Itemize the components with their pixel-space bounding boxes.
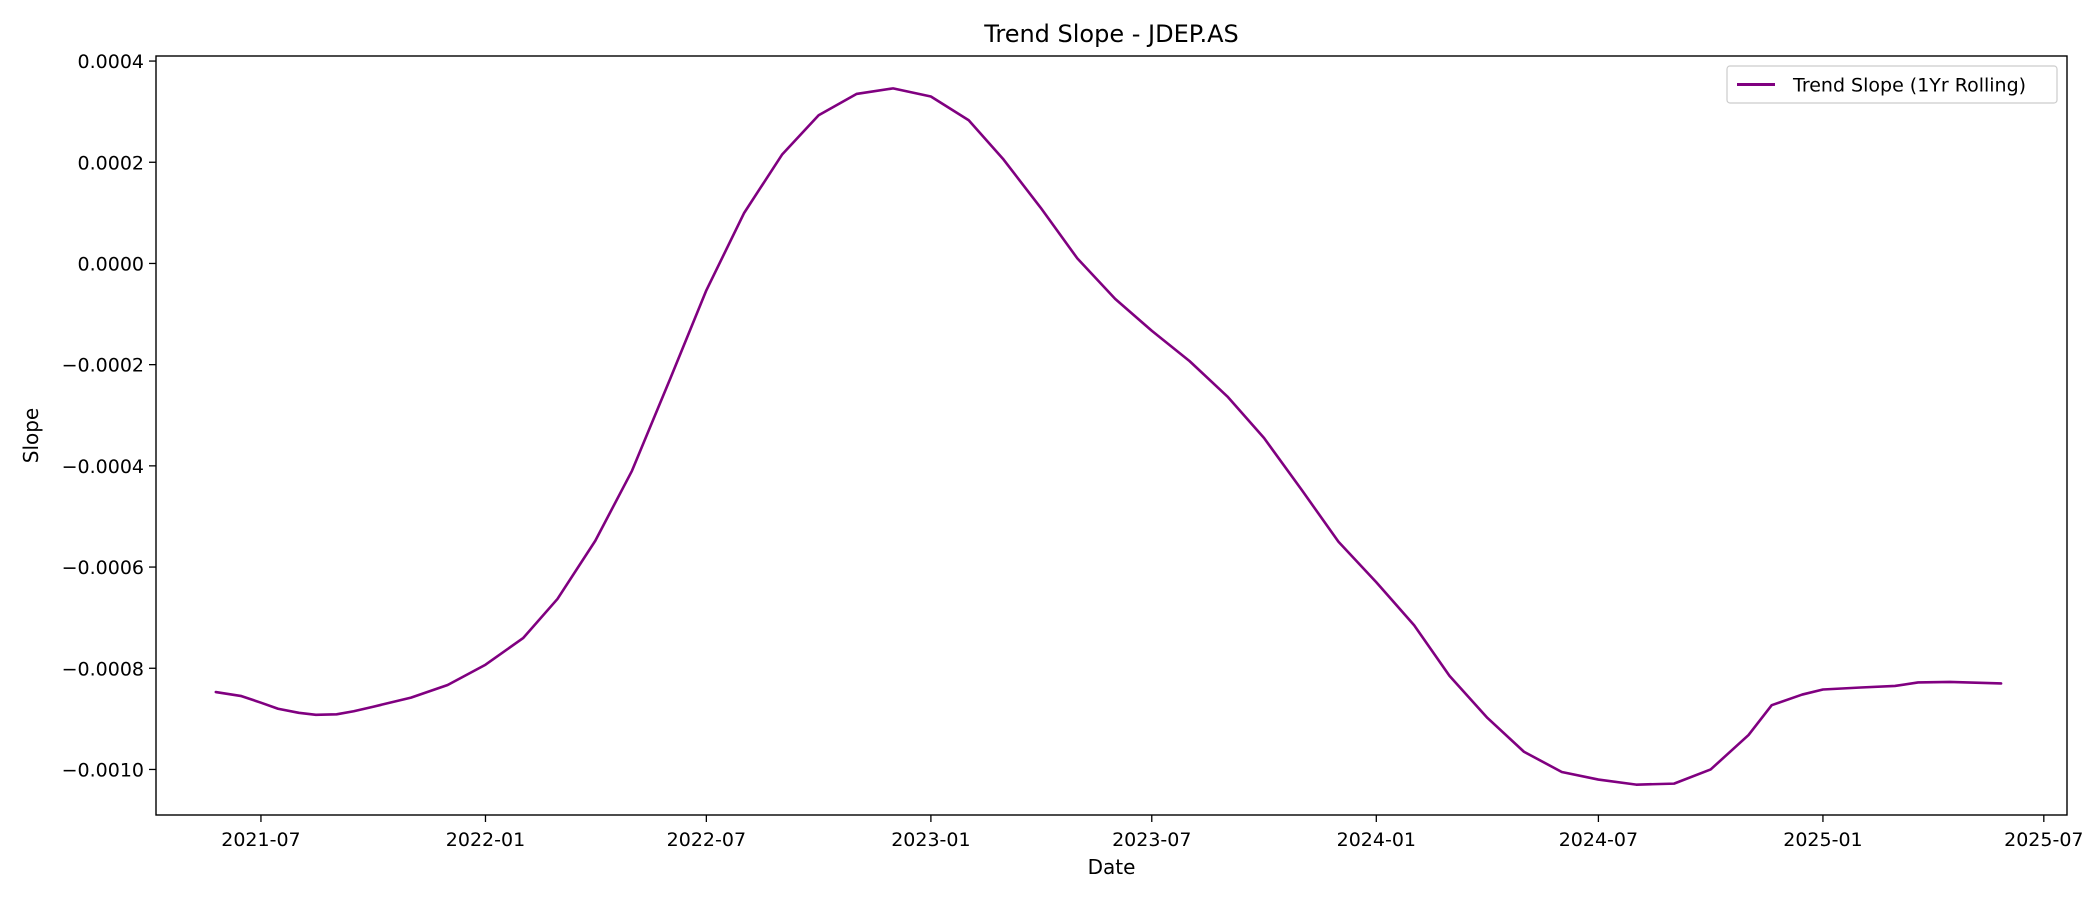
- plot-frame: [155, 55, 2068, 816]
- y-tick-label: −0.0004: [62, 456, 144, 478]
- x-axis-ticks: 2021-07 2022-01 2022-07 2023-01 2023-07 2024-…: [221, 815, 2084, 851]
- legend: Trend Slope (1Yr Rolling): [1726, 65, 2058, 104]
- y-tick-label: −0.0002: [62, 355, 144, 377]
- y-tick-label: −0.0008: [62, 658, 144, 680]
- x-tick-label: 2023-01: [891, 829, 970, 851]
- y-tick-label: 0.0002: [78, 152, 144, 174]
- x-tick-label: 2022-01: [446, 829, 525, 851]
- x-tick-label: 2023-07: [1112, 829, 1191, 851]
- x-tick-label: 2022-07: [667, 829, 746, 851]
- y-tick-label: −0.0010: [62, 759, 144, 781]
- x-tick-label: 2024-01: [1337, 829, 1416, 851]
- x-tick-label: 2025-01: [1783, 829, 1862, 851]
- chart-title: Trend Slope - JDEP.AS: [983, 20, 1239, 48]
- legend-label: Trend Slope (1Yr Rolling): [1792, 75, 2026, 97]
- trend-slope-line: [214, 87, 2003, 786]
- y-tick-label: 0.0004: [78, 51, 144, 73]
- x-axis-label: Date: [1088, 855, 1136, 879]
- x-tick-label: 2024-07: [1559, 829, 1638, 851]
- y-tick-label: −0.0006: [62, 557, 144, 579]
- y-axis-label: Slope: [19, 408, 43, 464]
- legend-box: [1726, 65, 2058, 104]
- y-axis-ticks: −0.0010 −0.0008 −0.0006 −0.0004 −0.0002 0.000…: [62, 51, 156, 781]
- y-tick-label: 0.0000: [78, 253, 144, 275]
- x-tick-label: 2025-07: [2004, 829, 2083, 851]
- x-tick-label: 2021-07: [221, 829, 300, 851]
- series-layer: [214, 87, 2003, 786]
